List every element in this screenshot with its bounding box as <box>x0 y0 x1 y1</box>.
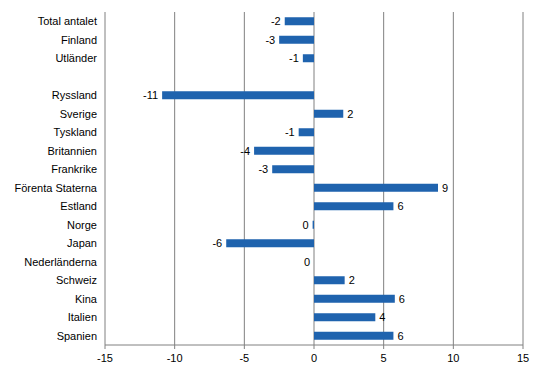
bar <box>314 202 393 210</box>
x-axis <box>105 345 523 346</box>
category-label: Japan <box>67 237 97 249</box>
tick-label: 10 <box>447 352 459 364</box>
category-label: Kina <box>75 293 98 305</box>
data-label: 9 <box>442 182 448 194</box>
grid-line <box>453 12 454 345</box>
data-label: -4 <box>240 145 250 157</box>
grid-line <box>244 12 245 345</box>
tick-label: -10 <box>167 352 183 364</box>
category-label: Nederländerna <box>24 256 98 268</box>
data-label: -2 <box>271 15 281 27</box>
bar <box>279 36 314 44</box>
category-label: Sverige <box>60 108 97 120</box>
tick-mark <box>453 345 454 349</box>
tick-mark <box>244 345 245 349</box>
data-label: -3 <box>265 34 275 46</box>
tick-label: 5 <box>381 352 387 364</box>
tick-label: -5 <box>239 352 249 364</box>
grid-line <box>523 12 524 345</box>
category-label: Norge <box>67 219 97 231</box>
category-label: Finland <box>61 34 97 46</box>
tick-mark <box>523 345 524 349</box>
tick-mark <box>383 345 384 349</box>
data-label: 6 <box>397 330 403 342</box>
tick-label: 15 <box>517 352 529 364</box>
data-label: 2 <box>349 274 355 286</box>
grid-line <box>174 12 175 345</box>
category-label: Ryssland <box>52 89 97 101</box>
tick-mark <box>105 345 106 349</box>
data-label: 6 <box>397 200 403 212</box>
data-label: 0 <box>304 256 310 268</box>
category-label: Frankrike <box>51 163 97 175</box>
bar <box>314 313 375 321</box>
category-label: Schweiz <box>56 274 97 286</box>
bar <box>303 54 314 62</box>
category-label: Spanien <box>57 330 97 342</box>
bar <box>314 110 343 118</box>
category-label: Förenta Staterna <box>14 182 97 194</box>
category-label: Utländer <box>55 52 97 64</box>
category-label: Tyskland <box>54 126 97 138</box>
data-label: 4 <box>379 311 385 323</box>
bar <box>285 17 314 25</box>
data-label: -6 <box>212 237 222 249</box>
data-label: -1 <box>285 126 295 138</box>
tick-mark <box>314 345 315 349</box>
chart: -15-10-5051015Total antaletFinlandUtländ… <box>0 0 546 376</box>
data-label: 2 <box>347 108 353 120</box>
bar <box>254 147 314 155</box>
bars <box>162 17 438 340</box>
bar <box>314 295 395 303</box>
bar <box>272 165 314 173</box>
tick-label: 0 <box>311 352 317 364</box>
data-label: 6 <box>399 293 405 305</box>
category-label: Italien <box>68 311 97 323</box>
data-label: 0 <box>302 219 308 231</box>
data-label: -3 <box>258 163 268 175</box>
data-label: -11 <box>143 89 158 101</box>
category-label: Estland <box>60 200 97 212</box>
tick-mark <box>174 345 175 349</box>
grid-line <box>105 12 106 345</box>
bar <box>314 184 438 192</box>
category-label: Total antalet <box>38 15 97 27</box>
category-label: Britannien <box>47 145 97 157</box>
tick-label: -15 <box>97 352 113 364</box>
bar <box>314 276 345 284</box>
data-label: -1 <box>289 52 299 64</box>
bar <box>162 91 314 99</box>
bar <box>314 332 393 340</box>
bar <box>226 239 314 247</box>
bar <box>299 128 314 136</box>
bar <box>314 258 315 266</box>
bar <box>313 221 314 229</box>
